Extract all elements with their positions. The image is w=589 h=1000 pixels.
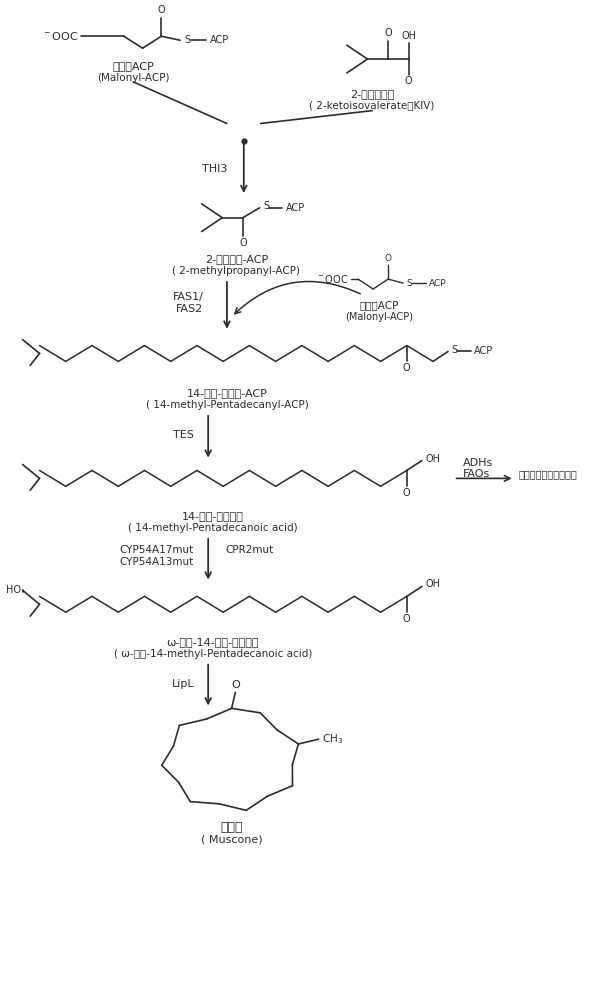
- Text: $^-$OOC: $^-$OOC: [316, 273, 349, 285]
- Text: $^-$OOC: $^-$OOC: [42, 30, 79, 42]
- Text: ACP: ACP: [474, 346, 494, 356]
- Text: ( Muscone): ( Muscone): [201, 834, 263, 844]
- Text: 2-甲基丙烯-ACP: 2-甲基丙烯-ACP: [204, 254, 268, 264]
- Text: CYP54A17mut: CYP54A17mut: [120, 545, 194, 555]
- Text: 丙二酰ACP: 丙二酰ACP: [112, 61, 154, 71]
- Text: ( ω-羟基-14-methyl-Pentadecanoic acid): ( ω-羟基-14-methyl-Pentadecanoic acid): [114, 649, 312, 659]
- Text: 2-酮异戊酸盐: 2-酮异戊酸盐: [350, 89, 394, 99]
- Text: ( 14-methyl-Pentadecanyl-ACP): ( 14-methyl-Pentadecanyl-ACP): [145, 400, 308, 410]
- Text: O: O: [385, 254, 392, 263]
- Text: S: S: [407, 279, 412, 288]
- Text: ( 14-methyl-Pentadecanoic acid): ( 14-methyl-Pentadecanoic acid): [128, 523, 297, 533]
- Text: O: O: [405, 76, 412, 86]
- Text: OH: OH: [425, 454, 441, 464]
- Text: O: O: [403, 363, 411, 373]
- Text: TES: TES: [173, 430, 194, 440]
- Text: O: O: [384, 28, 392, 38]
- Text: FAOs: FAOs: [463, 469, 490, 479]
- Text: 脂肪酸还原酶化或氧化: 脂肪酸还原酶化或氧化: [518, 469, 577, 479]
- Text: FAS2: FAS2: [176, 304, 203, 314]
- Text: ACP: ACP: [429, 279, 447, 288]
- Text: 14-甲基-十五烷酸: 14-甲基-十五烷酸: [182, 511, 244, 521]
- Text: O: O: [157, 5, 165, 15]
- Text: S: S: [263, 201, 270, 211]
- Text: ( 2-ketoisovalerate，KIV): ( 2-ketoisovalerate，KIV): [309, 101, 435, 111]
- Text: O: O: [403, 614, 411, 624]
- Text: CPR2mut: CPR2mut: [225, 545, 273, 555]
- Text: O: O: [231, 680, 240, 690]
- Text: ACP: ACP: [286, 203, 305, 213]
- Text: OH: OH: [425, 579, 441, 589]
- Text: OH: OH: [401, 31, 416, 41]
- Text: CYP54A13mut: CYP54A13mut: [120, 557, 194, 567]
- Text: O: O: [239, 238, 247, 248]
- Text: THI3: THI3: [201, 164, 227, 174]
- Text: LipL: LipL: [171, 679, 194, 689]
- Text: FAS1/: FAS1/: [173, 292, 203, 302]
- Text: ACP: ACP: [210, 35, 229, 45]
- Text: (Malonyl-ACP): (Malonyl-ACP): [345, 312, 413, 322]
- Text: ( 2-methylpropanyl-ACP): ( 2-methylpropanyl-ACP): [173, 266, 300, 276]
- Text: S: S: [452, 345, 458, 355]
- Text: ω-羟基-14-甲基-十五烷酸: ω-羟基-14-甲基-十五烷酸: [167, 637, 259, 647]
- Text: CH$_3$: CH$_3$: [322, 732, 343, 746]
- Text: 麝香酮: 麝香酮: [220, 821, 243, 834]
- Text: (Malonyl-ACP): (Malonyl-ACP): [97, 73, 170, 83]
- Text: 丙二酰ACP: 丙二酰ACP: [359, 300, 398, 310]
- Text: ADHs: ADHs: [463, 458, 493, 468]
- Text: HO: HO: [6, 585, 21, 595]
- Text: 14-甲基-十五酰-ACP: 14-甲基-十五酰-ACP: [187, 388, 267, 398]
- Text: S: S: [185, 35, 191, 45]
- Text: O: O: [403, 488, 411, 498]
